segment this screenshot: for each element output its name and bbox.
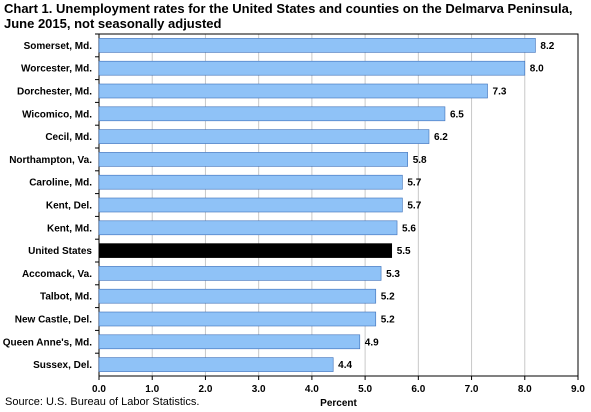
value-label: 4.4 — [338, 360, 352, 371]
value-label: 5.6 — [402, 223, 416, 234]
category-label: Cecil, Md. — [45, 132, 92, 143]
category-label: Sussex, Del. — [33, 360, 92, 371]
chart-title: Chart 1. Unemployment rates for the Unit… — [4, 1, 573, 31]
category-label: Talbot, Md. — [40, 292, 92, 303]
bar — [98, 288, 377, 304]
category-label: New Castle, Del. — [15, 315, 92, 326]
x-tick-labels: 0.0 1.0 2.0 3.0 4.0 5.0 6.0 7.0 8.0 9.0 — [92, 384, 585, 395]
category-label: Somerset, Md. — [24, 41, 93, 52]
value-label: 8.0 — [530, 64, 544, 75]
x-tick-label: 3.0 — [252, 384, 266, 395]
value-label: 5.7 — [407, 178, 421, 189]
bar — [98, 220, 398, 236]
value-label: 4.9 — [365, 337, 379, 348]
bar — [98, 243, 393, 258]
bar — [98, 174, 403, 190]
category-label: Worcester, Md. — [21, 64, 92, 75]
category-label: Wicomico, Md. — [22, 109, 92, 120]
bar — [98, 152, 408, 167]
bar — [98, 357, 334, 372]
x-tick-label: 5.0 — [358, 384, 372, 395]
x-tick-label: 8.0 — [518, 384, 532, 395]
bar — [98, 311, 377, 327]
value-label: 5.2 — [381, 292, 395, 303]
bar — [98, 334, 361, 350]
bar — [98, 266, 382, 281]
x-tick-label: 2.0 — [198, 384, 212, 395]
value-label: 5.3 — [386, 269, 400, 280]
bar — [98, 38, 536, 53]
value-label: 6.2 — [434, 132, 448, 143]
value-label: 5.2 — [381, 315, 395, 326]
bar — [98, 60, 526, 76]
bar — [98, 197, 403, 213]
category-label: United States — [28, 246, 92, 257]
bar — [98, 106, 446, 122]
x-tick-label: 9.0 — [571, 384, 585, 395]
value-label: 7.3 — [493, 87, 507, 98]
category-labels: Somerset, Md. Worcester, Md. Dorchester, M… — [3, 41, 93, 371]
value-label: 8.2 — [540, 41, 554, 52]
x-tick-label: 7.0 — [465, 384, 479, 395]
value-label: 5.8 — [413, 155, 427, 166]
bar — [98, 129, 430, 144]
category-label: Dorchester, Md. — [17, 87, 92, 98]
category-label: Caroline, Md. — [29, 178, 92, 189]
bars — [95, 33, 536, 372]
category-label: Northampton, Va. — [9, 155, 92, 166]
value-label: 5.7 — [407, 201, 421, 212]
value-labels: 8.28.07.36.56.25.85.75.75.65.55.35.25.24… — [338, 41, 555, 371]
value-label: 5.5 — [397, 246, 411, 257]
x-tick-label: 4.0 — [305, 384, 319, 395]
x-tick-label: 6.0 — [411, 384, 425, 395]
x-axis-title: Percent — [320, 398, 357, 409]
category-label: Kent, Md. — [47, 223, 92, 234]
x-tick-label: 0.0 — [92, 384, 106, 395]
bar — [98, 83, 488, 99]
category-label: Queen Anne's, Md. — [3, 337, 92, 348]
category-label: Accomack, Va. — [22, 269, 92, 280]
x-tick-label: 1.0 — [145, 384, 159, 395]
category-label: Kent, Del. — [46, 201, 92, 212]
value-label: 6.5 — [450, 109, 464, 120]
source-note: Source: U.S. Bureau of Labor Statistics. — [5, 396, 200, 408]
